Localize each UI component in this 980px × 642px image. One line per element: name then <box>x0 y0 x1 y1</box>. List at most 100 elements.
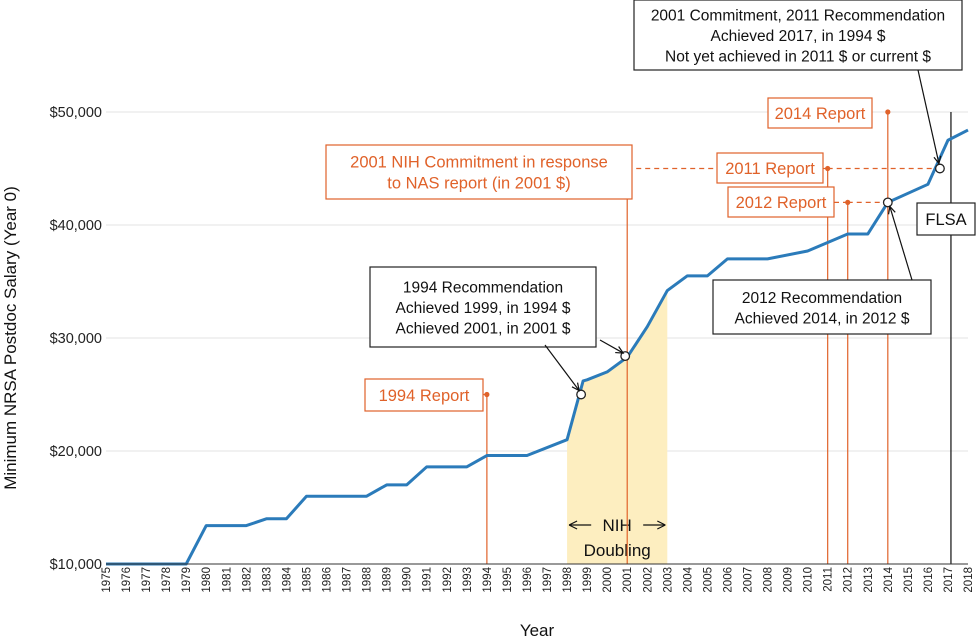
annotation-arrow <box>544 344 580 391</box>
series-line <box>106 128 969 566</box>
x-tick-label: 1999 <box>582 567 594 593</box>
x-tick-label: 1998 <box>562 567 574 593</box>
report-reference-lines <box>483 109 952 564</box>
doubling-label-line: NIH <box>603 516 632 535</box>
series-layer <box>106 128 969 566</box>
flsa-box <box>916 202 976 236</box>
x-tick-label: 2005 <box>702 567 714 593</box>
x-tick-label: 1986 <box>322 567 334 593</box>
x-tick-label: 2016 <box>923 567 935 593</box>
x-tick-label: 2004 <box>682 566 694 592</box>
annotation-text: Achieved 2017, in 1994 $ <box>711 28 886 45</box>
doubling-label-line: Doubling <box>584 541 651 560</box>
x-tick-label: 2011 <box>823 567 835 592</box>
annotation-arrowhead <box>933 155 942 165</box>
x-tick-label: 1978 <box>161 567 173 593</box>
report-box <box>325 144 633 200</box>
report-label: 2001 NIH Commitment in response <box>350 154 608 172</box>
y-tick-label: $30,000 <box>50 331 102 347</box>
annotation-arrow <box>599 339 624 354</box>
annotation-box <box>369 266 597 348</box>
annotation-arrow <box>917 69 940 164</box>
annotation-arrowhead <box>571 382 580 392</box>
x-tick-label: 1989 <box>382 567 394 593</box>
milestone-marker <box>934 163 945 174</box>
x-tick-label: 2014 <box>883 566 895 592</box>
x-tick-label: 2013 <box>863 567 875 593</box>
milestone-marker <box>882 197 893 208</box>
doubling-arrowhead-right <box>657 520 666 530</box>
report-label: 2012 Report <box>736 194 827 212</box>
x-tick-label: 1975 <box>101 567 113 593</box>
x-tick-label: 1982 <box>241 567 253 593</box>
x-tick-label: 1996 <box>522 567 534 593</box>
x-tick-label: 1984 <box>281 566 293 592</box>
x-tick-label: 2003 <box>662 567 674 593</box>
x-tick-label: 2010 <box>803 567 815 593</box>
x-tick-label: 1997 <box>542 567 554 593</box>
report-dot <box>885 109 891 115</box>
report-box <box>767 97 873 129</box>
x-tick-label: 1994 <box>482 566 494 592</box>
x-tick-label: 1976 <box>121 567 133 593</box>
x-tick-label: 1995 <box>502 567 514 593</box>
x-tick-label: 2002 <box>642 567 654 593</box>
annotation-text: 1994 Recommendation <box>403 280 563 297</box>
x-tick-label: 1983 <box>261 567 273 593</box>
x-tick-label: 2009 <box>783 567 795 593</box>
x-tick-label: 1988 <box>362 567 374 593</box>
x-tick-label: 2012 <box>843 567 855 593</box>
annotation-arrowhead <box>615 346 625 354</box>
annotation-box <box>633 0 963 71</box>
markers-layer <box>576 163 945 400</box>
x-tick-label: 1987 <box>342 567 354 593</box>
annotation-box <box>712 279 932 335</box>
annotation-text: Achieved 2001, in 2001 $ <box>396 321 571 338</box>
annotation-arrowhead <box>887 205 896 215</box>
x-tick-label: 2001 <box>622 567 634 593</box>
annotation-boxes: 1994 Report 2001 NIH Commitment in respon… <box>325 0 976 412</box>
report-box <box>716 152 824 184</box>
y-tick-label: $50,000 <box>50 105 102 121</box>
report-label: 2014 Report <box>775 105 866 123</box>
y-tick-label: $40,000 <box>50 218 102 234</box>
x-tick-label: 1980 <box>201 567 213 593</box>
report-label: 2011 Report <box>725 160 815 178</box>
annotation-text: Not yet achieved in 2011 $ or current $ <box>665 49 931 66</box>
x-tick-label: 1979 <box>181 567 193 593</box>
x-tick-label: 1985 <box>301 567 313 593</box>
report-label: 1994 Report <box>379 387 470 405</box>
tick-labels: $10,000 $20,000 $30,000 $40,000 $50,000 1975 1… <box>50 105 975 593</box>
y-tick-label: $20,000 <box>50 444 102 460</box>
doubling-area <box>567 290 668 564</box>
x-tick-label: 2007 <box>742 567 754 593</box>
report-box <box>727 186 835 218</box>
report-box <box>364 378 484 412</box>
milestone-marker <box>576 389 587 400</box>
x-tick-label: 1981 <box>221 567 233 593</box>
x-tick-label: 1991 <box>422 567 434 593</box>
report-label: to NAS report (in 2001 $) <box>387 175 570 193</box>
x-tick-label: 2008 <box>763 567 775 593</box>
x-tick-label: 2018 <box>963 567 975 593</box>
x-tick-label: 1993 <box>462 567 474 593</box>
doubling-region: NIH Doubling <box>567 290 668 564</box>
x-tick-label: 2006 <box>722 567 734 593</box>
annotation-text: Achieved 1999, in 1994 $ <box>396 300 571 317</box>
flsa-label: FLSA <box>925 211 966 229</box>
doubling-arrowhead-left <box>568 520 578 530</box>
annotation-text: 2001 Commitment, 2011 Recommendation <box>651 8 945 25</box>
milestone-marker <box>620 351 631 362</box>
y-tick-label: $10,000 <box>50 557 102 573</box>
axes: Year Minimum NRSA Postdoc Salary (Year 0… <box>1 186 968 640</box>
x-tick-label: 1977 <box>141 567 153 593</box>
x-tick-label: 1992 <box>442 567 454 593</box>
annotation-arrow <box>889 206 913 281</box>
x-tick-label: 1990 <box>402 567 414 593</box>
annotation-text: Achieved 2014, in 2012 $ <box>735 310 910 327</box>
x-tick-label: 2017 <box>943 567 955 593</box>
annotation-text: 2012 Recommendation <box>742 290 902 307</box>
x-tick-label: 2015 <box>903 567 915 593</box>
y-axis-title: Minimum NRSA Postdoc Salary (Year 0) <box>1 186 20 490</box>
